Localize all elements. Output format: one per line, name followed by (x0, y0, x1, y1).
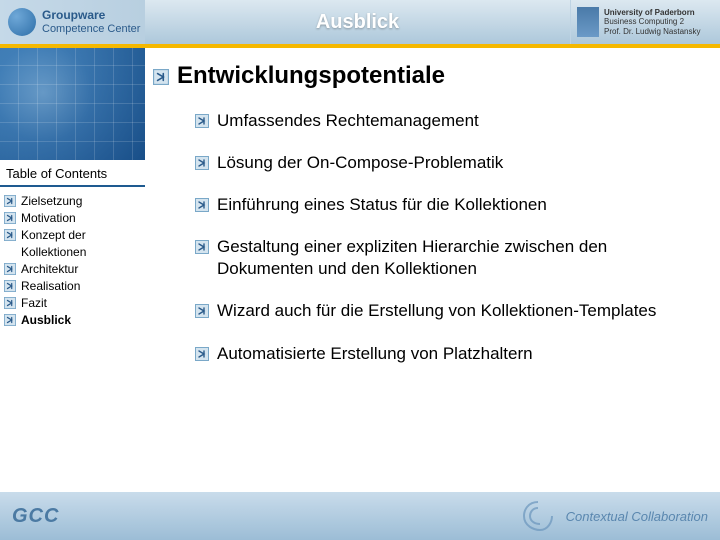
globe-icon (8, 8, 36, 36)
toc-title: Table of Contents (0, 160, 145, 187)
toc-item[interactable]: Konzept der Kollektionen (4, 227, 141, 259)
toc-item-label: Zielsetzung (21, 193, 82, 209)
footer-right: Contextual Collaboration (516, 496, 708, 536)
toc-list: Zielsetzung Motivation Konzept der Kolle… (0, 193, 145, 330)
content-point: Wizard auch für die Erstellung von Kolle… (195, 300, 700, 322)
sidebar: Table of Contents Zielsetzung Motivation… (0, 48, 145, 492)
content-points: Umfassendes Rechtemanagement Lösung der … (153, 110, 700, 365)
swirl-icon (516, 496, 560, 536)
arrow-bullet-icon (195, 240, 209, 254)
content-point: Einführung eines Status für die Kollekti… (195, 194, 700, 216)
arrow-bullet-icon (4, 195, 16, 207)
content-point: Umfassendes Rechtemanagement (195, 110, 700, 132)
content-point-text: Umfassendes Rechtemanagement (217, 110, 479, 132)
arrow-bullet-icon (4, 212, 16, 224)
footer: GCC Contextual Collaboration (0, 492, 720, 540)
body: Table of Contents Zielsetzung Motivation… (0, 48, 720, 492)
logo-left-line2: Competence Center (42, 23, 140, 35)
content-point: Gestaltung einer expliziten Hierarchie z… (195, 236, 700, 280)
logo-right-line3: Prof. Dr. Ludwig Nastansky (604, 27, 700, 36)
arrow-bullet-icon (153, 69, 169, 85)
toc-item-label: Konzept der Kollektionen (21, 227, 141, 259)
content-point: Lösung der On-Compose-Problematik (195, 152, 700, 174)
page-title: Ausblick (145, 11, 570, 34)
content: Entwicklungspotentiale Umfassendes Recht… (145, 48, 720, 492)
arrow-bullet-icon (4, 229, 16, 241)
arrow-bullet-icon (4, 314, 16, 326)
content-point-text: Lösung der On-Compose-Problematik (217, 152, 503, 174)
logo-left-line1: Groupware (42, 8, 105, 22)
toc-item[interactable]: Motivation (4, 210, 141, 226)
toc-item[interactable]: Fazit (4, 295, 141, 311)
arrow-bullet-icon (4, 280, 16, 292)
university-icon (577, 7, 599, 37)
toc-item-label: Fazit (21, 295, 47, 311)
toc-item-label: Architektur (21, 261, 78, 277)
arrow-bullet-icon (4, 263, 16, 275)
content-point-text: Wizard auch für die Erstellung von Kolle… (217, 300, 656, 322)
toc-item-label: Realisation (21, 278, 80, 294)
header: Groupware Competence Center Ausblick Uni… (0, 0, 720, 48)
logo-right-line1: University of Paderborn (604, 8, 695, 17)
toc-item[interactable]: Realisation (4, 278, 141, 294)
toc-item[interactable]: Zielsetzung (4, 193, 141, 209)
toc-item-label: Ausblick (21, 312, 71, 328)
footer-left: GCC (12, 505, 59, 528)
toc-item[interactable]: Architektur (4, 261, 141, 277)
content-point-text: Gestaltung einer expliziten Hierarchie z… (217, 236, 700, 280)
arrow-bullet-icon (195, 304, 209, 318)
arrow-bullet-icon (195, 114, 209, 128)
logo-groupware: Groupware Competence Center (0, 0, 145, 44)
content-point-text: Automatisierte Erstellung von Platzhalte… (217, 343, 533, 365)
arrow-bullet-icon (4, 297, 16, 309)
arrow-bullet-icon (195, 198, 209, 212)
toc-item[interactable]: Ausblick (4, 312, 141, 328)
footer-right-text: Contextual Collaboration (566, 509, 708, 524)
logo-right-line2: Business Computing 2 (604, 17, 684, 26)
sidebar-decorative-image (0, 48, 145, 160)
arrow-bullet-icon (195, 347, 209, 361)
heading-row: Entwicklungspotentiale (153, 62, 700, 90)
toc-item-label: Motivation (21, 210, 76, 226)
logo-university: University of Paderborn Business Computi… (570, 0, 720, 44)
arrow-bullet-icon (195, 156, 209, 170)
content-point: Automatisierte Erstellung von Platzhalte… (195, 343, 700, 365)
content-point-text: Einführung eines Status für die Kollekti… (217, 194, 547, 216)
content-heading: Entwicklungspotentiale (177, 62, 445, 90)
